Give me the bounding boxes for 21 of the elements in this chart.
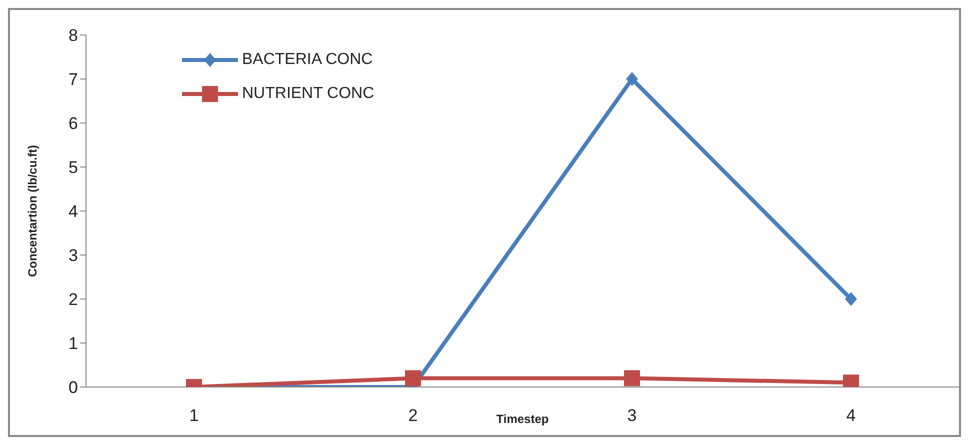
x-tick-label: 4: [846, 406, 856, 426]
point: [405, 370, 421, 386]
x-tick-label: 1: [189, 406, 199, 426]
x-tick-label: 3: [627, 406, 637, 426]
y-tick-label: 7: [68, 70, 78, 90]
y-tick-label: 8: [68, 26, 78, 46]
x-tick-label: 2: [408, 406, 418, 426]
y-axis-title: Concentartion (lb/cu.ft): [25, 145, 40, 277]
y-tick-label: 1: [68, 334, 78, 354]
point: [845, 292, 857, 306]
y-tick-label: 5: [68, 158, 78, 178]
legend-label: NUTRIENT CONC: [242, 85, 374, 103]
x-axis-title: Timestep: [496, 412, 549, 426]
y-tick-label: 3: [68, 246, 78, 266]
y-tick-label: 6: [68, 114, 78, 134]
point: [624, 370, 640, 386]
legend-label: BACTERIA CONC: [242, 51, 373, 69]
y-tick-label: 4: [68, 202, 78, 222]
point: [626, 72, 638, 86]
y-tick-label: 0: [68, 378, 78, 398]
y-tick-label: 2: [68, 290, 78, 310]
